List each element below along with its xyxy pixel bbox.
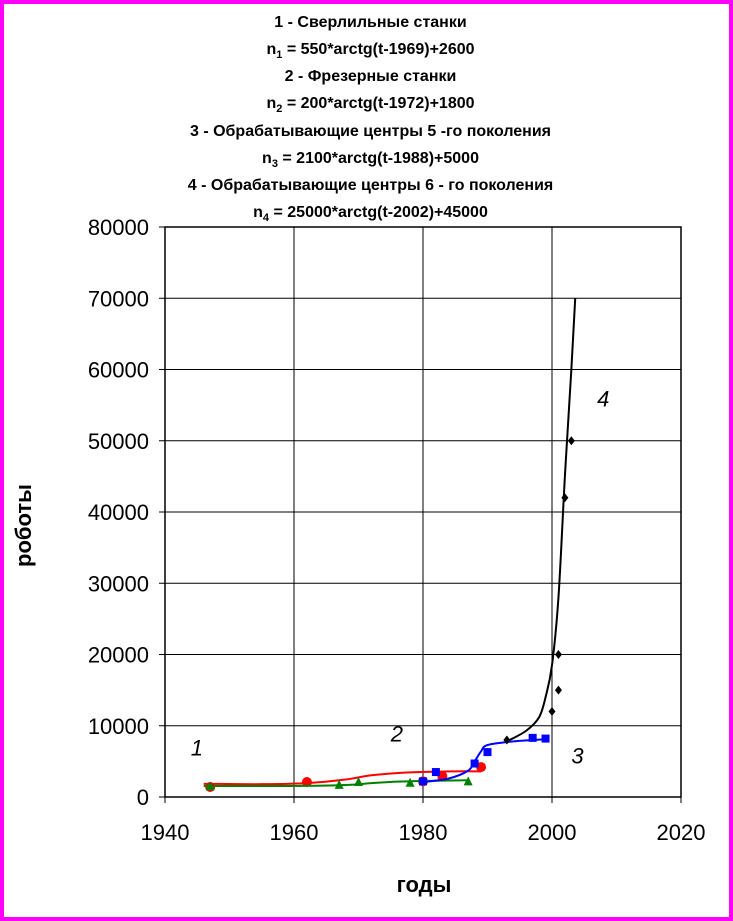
y-tick-label: 30000: [88, 571, 149, 596]
title-text: = 2100*arctg(t-1988)+5000: [277, 150, 479, 167]
title-line: 4 - Обрабатывающие центры 6 - го поколен…: [4, 177, 733, 195]
y-tick-label: 0: [137, 785, 149, 810]
title-line: n1 = 550*arctg(t-1969)+2600: [4, 41, 733, 61]
series-3-point: [483, 748, 492, 757]
title-line: n4 = 25000*arctg(t-2002)+45000: [4, 204, 733, 224]
y-tick-label: 70000: [88, 286, 149, 311]
y-tick-label: 60000: [88, 358, 149, 383]
series-4-point: [548, 707, 556, 716]
series-2-point: [405, 777, 415, 787]
series-3-point: [419, 777, 427, 786]
title-text: = 25000*arctg(t-2002)+45000: [269, 204, 488, 221]
series-3-point: [470, 759, 479, 768]
x-tick-label: 2000: [528, 820, 577, 845]
y-tick-label: 50000: [88, 429, 149, 454]
series-4-point: [503, 735, 511, 745]
series-3-line: [422, 738, 546, 784]
title-text: n: [262, 150, 272, 167]
series-4-point: [554, 685, 562, 695]
title-line: 3 - Обрабатывающие центры 5 -го поколени…: [4, 123, 733, 141]
title-text: 2 - Фрезерные станки: [284, 68, 457, 85]
title-subscript: 3: [271, 158, 278, 171]
title-subscript: 1: [276, 49, 283, 62]
series-3-point: [541, 734, 550, 743]
title-line: n2 = 200*arctg(t-1972)+1800: [4, 95, 733, 115]
x-tick-label: 2020: [657, 820, 706, 845]
title-text: = 550*arctg(t-1969)+2600: [282, 41, 475, 58]
series-1-label: 1: [191, 736, 203, 761]
series-4-point: [554, 650, 562, 659]
title-text: n: [253, 204, 263, 221]
series-3-point: [528, 733, 537, 742]
title-text: 4 - Обрабатывающие центры 6 - го поколен…: [187, 177, 554, 194]
x-tick-label: 1940: [141, 820, 190, 845]
series-4-point: [567, 436, 575, 446]
title-line: 1 - Сверлильные станки: [4, 14, 733, 32]
title-text: n: [266, 41, 277, 58]
title-text: = 200*arctg(t-1972)+1800: [282, 95, 475, 112]
y-tick-label: 10000: [88, 714, 149, 739]
series-1-point: [301, 777, 312, 788]
title-text: 1 - Сверлильные станки: [274, 14, 467, 31]
x-tick-label: 1980: [399, 820, 448, 845]
title-line: 2 - Фрезерные станки: [4, 68, 733, 86]
series-4-label: 4: [597, 387, 609, 412]
title-subscript: 2: [276, 103, 283, 116]
x-axis-label: годы: [396, 872, 452, 897]
title-text: 3 - Обрабатывающие центры 5 -го поколени…: [189, 123, 552, 140]
series-2-point: [354, 777, 363, 787]
series-3-label: 3: [571, 744, 584, 769]
title-line: n3 = 2100*arctg(t-1988)+5000: [4, 150, 733, 170]
series-2-label: 2: [390, 721, 403, 746]
series-2-point: [334, 779, 344, 789]
series-4-point: [561, 493, 569, 503]
title-subscript: 4: [262, 212, 270, 225]
y-tick-label: 20000: [88, 643, 149, 668]
y-axis-label: роботы: [11, 484, 36, 567]
series-3-point: [431, 768, 440, 777]
y-tick-label: 80000: [88, 215, 149, 240]
y-tick-label: 40000: [88, 500, 149, 525]
series-2-point: [463, 776, 473, 786]
series-2-point: [205, 781, 215, 791]
title-text: n: [266, 95, 277, 112]
x-tick-label: 1960: [270, 820, 319, 845]
series-4-line: [506, 298, 577, 743]
plot-area: 0 10000 20000 30000 40000 50000 60000 70000 8000…: [88, 215, 706, 845]
